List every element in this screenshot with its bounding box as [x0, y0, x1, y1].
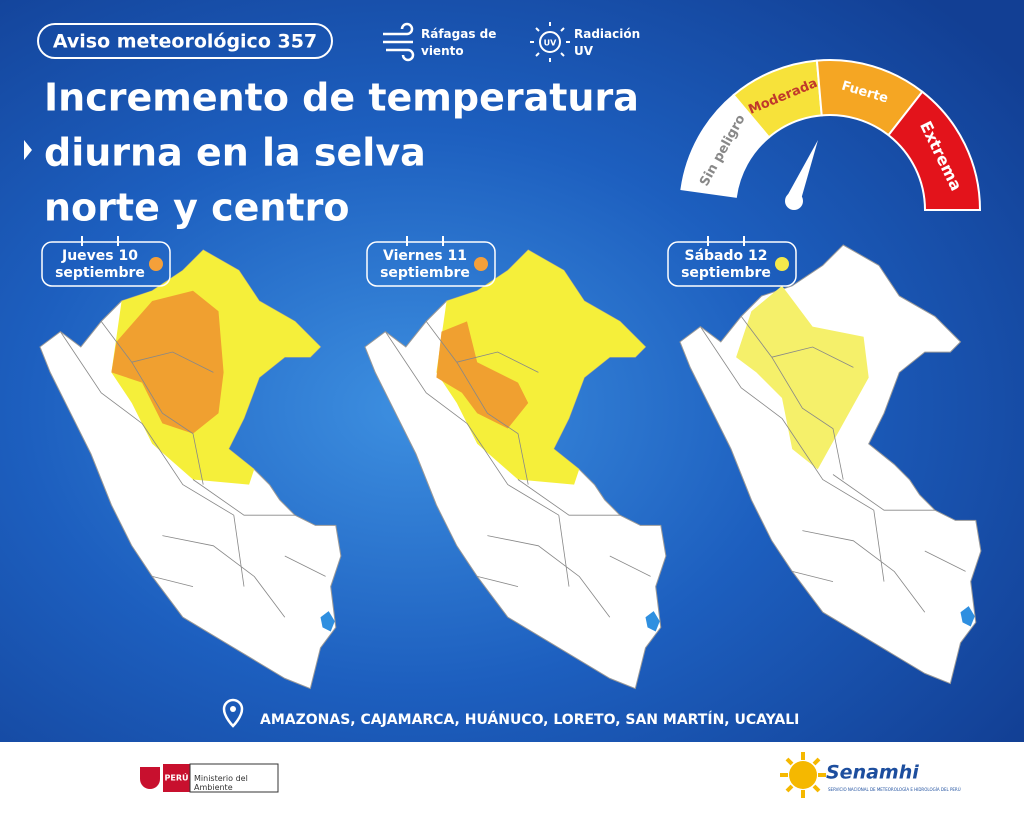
uv-icon: UV	[530, 22, 570, 62]
title-line: diurna en la selva	[44, 131, 426, 175]
svg-text:UV: UV	[544, 39, 557, 48]
day-level	[775, 257, 789, 271]
day-level	[149, 257, 163, 271]
gauge-segment	[887, 90, 982, 211]
map	[679, 244, 982, 685]
day-box	[667, 241, 797, 287]
lake	[320, 611, 335, 632]
badge-text: Aviso meteorológico 357	[53, 31, 317, 53]
wind-icon	[383, 22, 415, 62]
lake	[645, 611, 660, 632]
day-level	[474, 257, 488, 271]
country: PERÚ	[165, 772, 189, 783]
title: Incremento de temperatura diurna en la se…	[44, 76, 639, 230]
arrow	[24, 140, 32, 160]
legend-wind: Ráfagas de viento	[421, 27, 496, 58]
legend-uv: Radiación UV	[574, 27, 640, 58]
pin-icon	[222, 698, 244, 728]
lake	[960, 606, 975, 627]
title-line: norte y centro	[44, 186, 349, 230]
day-text: septiembre	[681, 265, 771, 281]
day-rings	[406, 236, 444, 246]
day-box	[41, 241, 171, 287]
warning-strong	[111, 290, 224, 434]
senamhi-logo: Senamhi SERVICIO NACIONAL DE METEOROLOGÍ…	[780, 752, 961, 798]
day-rings	[707, 236, 745, 246]
ministry-logo: PERÚ Ministerio del Ambiente	[140, 763, 279, 793]
badge	[37, 23, 333, 59]
gauge-pivot	[785, 192, 803, 210]
day-text: Viernes 11	[383, 248, 467, 264]
day-text: Sábado 12	[685, 248, 768, 264]
warning-moderate	[736, 285, 869, 470]
day-text: Jueves 10	[61, 248, 138, 264]
title-line: Incremento de temperatura	[44, 76, 639, 120]
gauge-needle	[786, 140, 818, 203]
day-text: septiembre	[380, 265, 470, 281]
ministry: Ministerio del Ambiente	[194, 774, 248, 792]
map	[364, 249, 667, 690]
day-rings	[81, 236, 119, 246]
agency: Senamhi	[826, 762, 919, 784]
regions: AMAZONAS, CAJAMARCA, HUÁNUCO, LORETO, SA…	[260, 711, 799, 728]
map	[39, 249, 342, 690]
warning-strong	[436, 321, 529, 429]
agency-full: SERVICIO NACIONAL DE METEOROLOGÍA E HIDR…	[828, 787, 961, 792]
day-box	[366, 241, 496, 287]
day-text: septiembre	[55, 265, 145, 281]
